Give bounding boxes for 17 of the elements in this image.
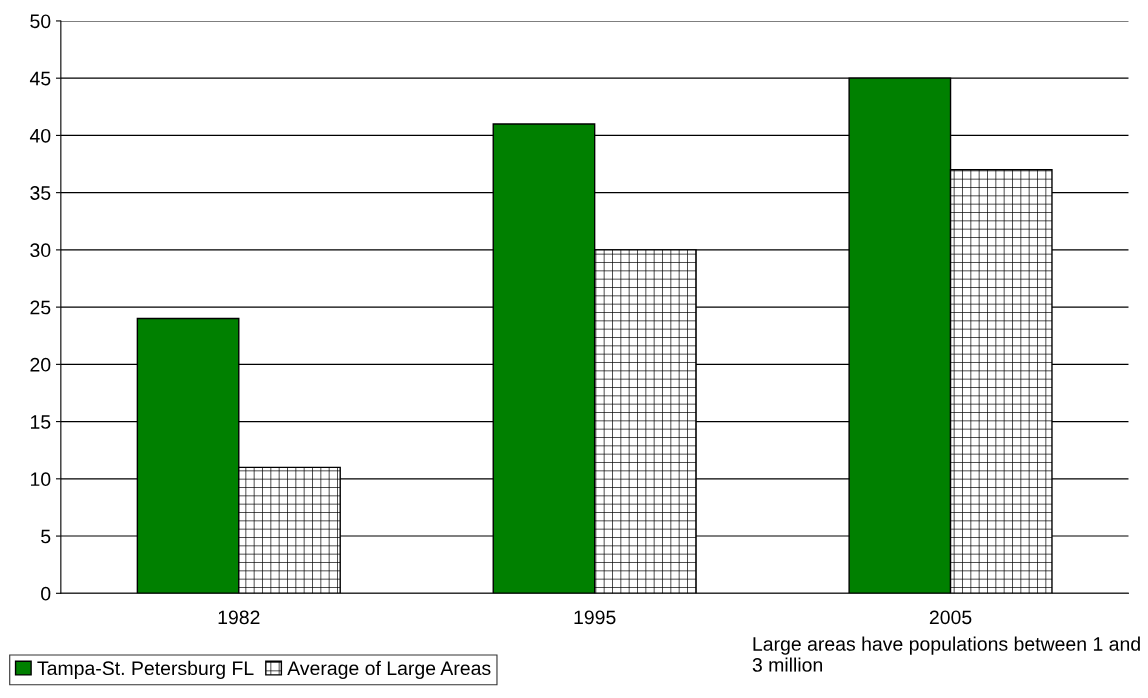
y-tick-label: 0 xyxy=(41,586,51,601)
legend-label: Tampa-St. Petersburg FL xyxy=(37,660,254,679)
y-tick-label: 30 xyxy=(30,243,51,258)
x-tick-label: 2005 xyxy=(929,610,972,625)
y-tick-label: 15 xyxy=(30,415,51,429)
legend-label: Average of Large Areas xyxy=(287,660,491,679)
text: Large areas have populations between 1 and 3 million xyxy=(752,636,1140,672)
y-tick-label: 25 xyxy=(30,300,51,315)
x-tick-label: 1995 xyxy=(574,610,616,625)
y-tick-label: 40 xyxy=(29,128,51,143)
y-tick-label: 50 xyxy=(30,14,51,29)
x-tick-label: 1982 xyxy=(218,610,260,625)
y-tick-label: 10 xyxy=(30,472,51,487)
y-tick-label: 35 xyxy=(30,186,51,200)
y-tick-label: 5 xyxy=(41,529,51,544)
y-tick-label: 45 xyxy=(29,71,51,86)
y-tick-label: 20 xyxy=(30,357,51,372)
